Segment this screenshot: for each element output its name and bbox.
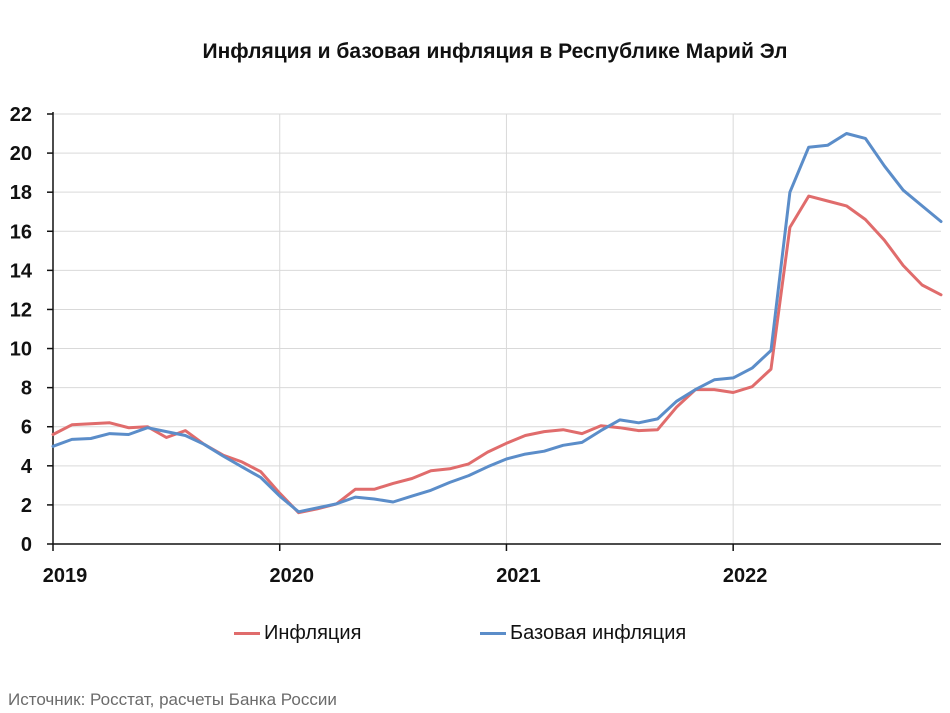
series-line-core-inflation [53, 134, 941, 512]
y-tick-label: 0 [21, 534, 32, 556]
legend-label-core-inflation: Базовая инфляция [510, 622, 686, 645]
y-tick-label: 12 [10, 299, 32, 321]
x-tick-label: 2022 [723, 565, 768, 587]
y-tick-label: 2 [21, 495, 32, 517]
legend-swatch-core-inflation [480, 632, 506, 635]
y-tick-labels: 0 2 4 6 8 10 12 14 16 18 20 22 [10, 104, 33, 556]
x-tick-labels: 2019 2020 2021 2022 [43, 565, 768, 587]
series-lines [53, 134, 941, 513]
legend-label-inflation: Инфляция [264, 622, 361, 645]
x-tick-label: 2019 [43, 565, 88, 587]
source-note: Источник: Росстат, расчеты Банка России [8, 690, 337, 710]
series-line-inflation [53, 196, 941, 513]
y-tick-label: 10 [10, 339, 32, 361]
grid-lines [53, 114, 941, 544]
y-tick-label: 8 [21, 378, 32, 400]
x-tick-label: 2020 [269, 565, 314, 587]
legend-swatch-inflation [234, 632, 260, 635]
y-tick-label: 14 [10, 260, 33, 282]
y-tick-label: 20 [10, 143, 32, 165]
legend-item-core-inflation: Базовая инфляция [480, 622, 686, 645]
y-tick-label: 18 [10, 182, 32, 204]
y-tick-label: 4 [21, 456, 33, 478]
y-tick-label: 16 [10, 221, 32, 243]
x-tick-label: 2021 [496, 565, 541, 587]
axes [47, 112, 941, 551]
y-tick-label: 22 [10, 104, 32, 126]
legend-item-inflation: Инфляция [234, 622, 361, 645]
y-tick-label: 6 [21, 417, 32, 439]
